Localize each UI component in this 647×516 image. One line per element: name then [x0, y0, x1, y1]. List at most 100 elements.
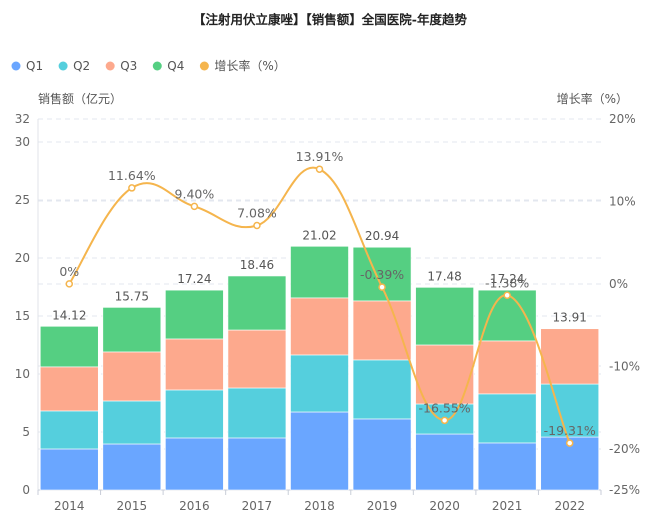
y2-tick-label: -20%: [609, 442, 640, 456]
legend: Q1 Q2 Q3 Q4 增长率（%）: [11, 58, 286, 73]
x-tick-label: 2019: [367, 499, 398, 513]
y-tick-label: 25: [15, 193, 30, 207]
y-tick-label: 32: [15, 112, 30, 126]
total-label: 17.24: [177, 272, 211, 286]
y2-tick-label: 20%: [609, 112, 636, 126]
y2-tick-label: -25%: [609, 483, 640, 497]
bar-q1-2017[interactable]: [227, 437, 287, 491]
legend-label: 增长率（%）: [214, 58, 285, 73]
total-label: 14.12: [52, 308, 86, 322]
growth-label: -0.39%: [360, 267, 404, 282]
x-tick-label: 2022: [554, 499, 585, 513]
bar-q1-2016[interactable]: [165, 437, 224, 491]
bar-q3-2019[interactable]: [352, 300, 412, 361]
growth-label: 11.64%: [108, 168, 156, 183]
growth-point-2021[interactable]: [503, 291, 511, 300]
x-axis: 2014 2015 2016 2017 2018 2019 2020 2021 2022: [37, 489, 602, 513]
x-tick-label: 2014: [54, 499, 85, 513]
x-tick-label: 2017: [242, 499, 273, 513]
total-label: 18.46: [240, 258, 274, 272]
bar-q3-2021[interactable]: [477, 340, 537, 395]
bar-q1-2014[interactable]: [39, 448, 99, 491]
legend-item[interactable]: Q3: [105, 59, 138, 73]
growth-point-2020[interactable]: [440, 416, 449, 425]
total-label: 17.48: [427, 269, 461, 283]
bar-q2-2017[interactable]: [227, 387, 287, 439]
legend-label: Q4: [167, 59, 184, 73]
x-tick-label: 2016: [179, 499, 210, 513]
bar-q2-2018[interactable]: [290, 354, 349, 413]
bar-q2-2019[interactable]: [352, 359, 412, 420]
growth-point-2014[interactable]: [65, 280, 74, 288]
growth-label: -16.55%: [419, 400, 471, 415]
legend-marker: [199, 61, 209, 71]
bar-q4-2018[interactable]: [290, 245, 349, 299]
bar-q3-2014[interactable]: [39, 366, 99, 412]
total-label: 21.02: [302, 228, 336, 242]
total-label: 20.94: [365, 229, 399, 243]
total-label: 17.24: [490, 272, 524, 286]
growth-point-2019[interactable]: [378, 283, 386, 291]
total-label: 13.91: [553, 311, 587, 325]
bar-q4-2017[interactable]: [227, 275, 287, 331]
bar-q1-2020[interactable]: [415, 433, 474, 491]
y2-tick-label: -10%: [609, 359, 640, 373]
legend-marker: [11, 61, 21, 71]
bar-q1-2021[interactable]: [477, 442, 537, 491]
bar-q2-2016[interactable]: [165, 389, 224, 439]
growth-label: 13.91%: [296, 149, 344, 164]
growth-label: -19.31%: [544, 423, 596, 438]
legend-item[interactable]: 增长率（%）: [199, 58, 286, 73]
bar-q4-2019[interactable]: [352, 246, 412, 302]
legend-item[interactable]: Q1: [11, 59, 44, 73]
bar-q3-2018[interactable]: [290, 297, 349, 356]
growth-label: 0%: [59, 264, 79, 279]
bar-q3-2017[interactable]: [227, 329, 287, 389]
x-tick-label: 2018: [304, 499, 335, 513]
y-tick-label: 30: [15, 135, 30, 149]
bar-q2-2014[interactable]: [39, 410, 99, 450]
growth-line: [68, 166, 571, 444]
bar-q3-2015[interactable]: [102, 351, 162, 402]
growth-point-2016[interactable]: [190, 202, 199, 211]
bar-q1-2019[interactable]: [352, 418, 412, 491]
x-tick-label: 2021: [492, 499, 523, 513]
bar-q2-2022[interactable]: [540, 383, 600, 438]
y-axis: 0 5 10 15 20 25 30 32: [15, 112, 39, 497]
bar-q1-2015[interactable]: [102, 443, 162, 491]
legend-marker: [105, 61, 115, 71]
bar-q1-2018[interactable]: [290, 411, 349, 491]
growth-line-group: 0% 11.64% 9.40% 7.08% 13.91% -0.39% -16.55% -1.…: [59, 149, 596, 447]
growth-point-2018[interactable]: [315, 165, 324, 173]
growth-label: 7.08%: [237, 206, 277, 221]
x-tick-label: 2015: [117, 499, 148, 513]
y-tick-label: 20: [15, 251, 30, 265]
bar-q3-2022[interactable]: [540, 328, 600, 385]
y-tick-label: 0: [22, 483, 30, 497]
legend-marker: [152, 61, 162, 71]
bar-q2-2021[interactable]: [477, 393, 537, 444]
growth-point-2015[interactable]: [128, 184, 136, 192]
legend-label: Q2: [73, 59, 90, 73]
legend-item[interactable]: Q2: [58, 59, 91, 73]
total-label: 15.75: [115, 289, 149, 303]
growth-point-2017[interactable]: [253, 221, 261, 230]
chart-title: 【注射用伏立康唑】【销售额】全国医院-年度趋势: [193, 12, 467, 27]
growth-point-2022[interactable]: [565, 439, 574, 447]
bars: [39, 245, 600, 491]
bar-q4-2016[interactable]: [165, 289, 224, 340]
legend-item[interactable]: Q4: [152, 59, 185, 73]
bar-q3-2016[interactable]: [165, 338, 224, 391]
growth-label: 9.40%: [175, 186, 215, 201]
bar-q2-2015[interactable]: [102, 400, 162, 445]
bar-q4-2020[interactable]: [415, 287, 474, 346]
y-tick-label: 5: [22, 425, 30, 439]
y2-axis-title: 增长率（%）: [557, 91, 628, 106]
legend-label: Q1: [26, 59, 43, 73]
bar-q4-2015[interactable]: [102, 307, 162, 353]
y-tick-label: 10: [15, 367, 30, 381]
bar-q3-2020[interactable]: [415, 344, 474, 405]
legend-marker: [58, 61, 68, 71]
bar-q4-2014[interactable]: [39, 325, 99, 368]
